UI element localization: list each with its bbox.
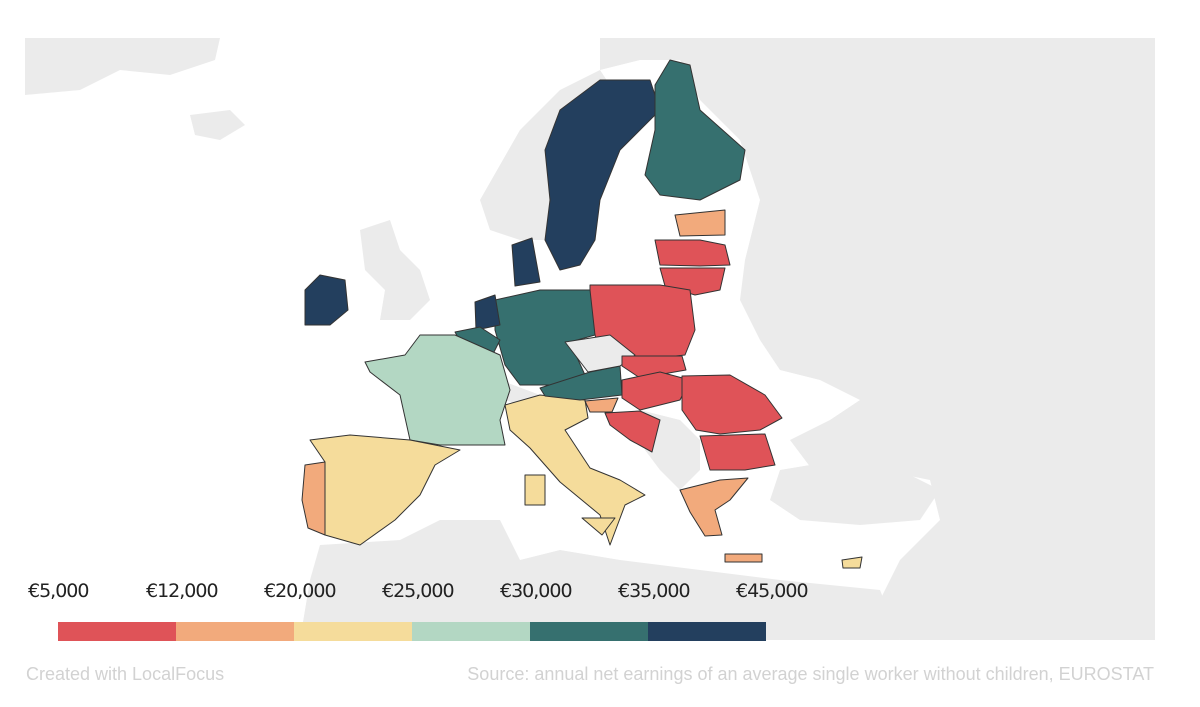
region-romania[interactable]	[681, 374, 783, 435]
legend-color-bar	[58, 622, 766, 641]
region-sweden[interactable]	[544, 79, 661, 271]
region-france[interactable]	[364, 334, 511, 446]
credit-link[interactable]: Created with LocalFocus	[26, 664, 225, 684]
country-layer	[301, 59, 863, 569]
region-finland[interactable]	[644, 59, 746, 201]
region-italy[interactable]	[504, 394, 646, 546]
legend-label: €30,000	[500, 580, 573, 602]
region-germany[interactable]	[494, 289, 596, 386]
region-cyprus[interactable]	[841, 556, 863, 569]
legend-label: €20,000	[264, 580, 337, 602]
region-ireland[interactable]	[304, 274, 349, 326]
region-hungary[interactable]	[621, 371, 691, 411]
region-netherlands[interactable]	[474, 294, 501, 331]
legend-swatch	[294, 622, 412, 641]
legend-label: €45,000	[736, 580, 809, 602]
region-crete[interactable]	[724, 553, 763, 563]
region-slovenia[interactable]	[584, 397, 619, 413]
legend-label: €25,000	[382, 580, 455, 602]
legend-label: €35,000	[618, 580, 691, 602]
region-bulgaria[interactable]	[699, 433, 776, 471]
region-croatia[interactable]	[604, 410, 661, 453]
region-sardinia[interactable]	[524, 474, 546, 506]
region-denmark[interactable]	[511, 237, 541, 287]
legend-swatch	[58, 622, 176, 641]
legend-label: €5,000	[28, 580, 89, 602]
legend-swatch	[530, 622, 648, 641]
region-greece[interactable]	[679, 477, 749, 537]
region-sicily[interactable]	[581, 517, 616, 536]
region-latvia[interactable]	[654, 239, 731, 267]
legend-swatch	[412, 622, 530, 641]
legend-label: €12,000	[146, 580, 219, 602]
legend-swatch	[648, 622, 766, 641]
region-estonia[interactable]	[674, 209, 726, 237]
region-portugal[interactable]	[301, 461, 326, 536]
source-note: Source: annual net earnings of an averag…	[467, 664, 1154, 684]
legend-swatch	[176, 622, 294, 641]
